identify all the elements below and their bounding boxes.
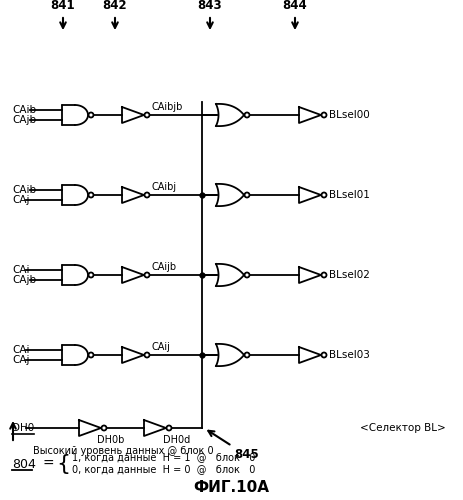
Text: 842: 842	[103, 0, 127, 12]
Text: {: {	[56, 454, 70, 474]
Text: BLsel01: BLsel01	[329, 190, 369, 200]
Text: 0, когда данные  H = 0  @   блок   0: 0, когда данные H = 0 @ блок 0	[72, 464, 256, 474]
Text: DH0b: DH0b	[98, 435, 125, 445]
Text: 843: 843	[198, 0, 222, 12]
Text: CAijb: CAijb	[151, 262, 176, 272]
Text: DH0: DH0	[12, 423, 34, 433]
Text: BLsel00: BLsel00	[329, 110, 369, 120]
Text: CAij: CAij	[151, 342, 170, 352]
Text: CAib: CAib	[12, 185, 36, 195]
Text: CAib: CAib	[12, 105, 36, 115]
Text: DH0d: DH0d	[163, 435, 190, 445]
Text: BLsel02: BLsel02	[329, 270, 369, 280]
Text: 845: 845	[234, 448, 259, 461]
Text: ФИГ.10А: ФИГ.10А	[193, 480, 269, 496]
Text: CAjb: CAjb	[12, 115, 36, 125]
Text: 1, когда данные  H = 1  @   блок   0: 1, когда данные H = 1 @ блок 0	[72, 452, 256, 462]
Text: CAibj: CAibj	[151, 182, 176, 192]
Text: 804: 804	[12, 458, 36, 470]
Text: 841: 841	[50, 0, 75, 12]
Text: CAj: CAj	[12, 195, 30, 205]
Text: CAi: CAi	[12, 345, 30, 355]
Text: CAi: CAi	[12, 265, 30, 275]
Text: Высокий уровень данных @ блок 0: Высокий уровень данных @ блок 0	[33, 446, 213, 456]
Text: CAj: CAj	[12, 355, 30, 365]
Text: CAjb: CAjb	[12, 275, 36, 285]
Text: CAibjb: CAibjb	[151, 102, 183, 112]
Text: <Селектор BL>: <Селектор BL>	[360, 423, 446, 433]
Text: =: =	[42, 457, 54, 471]
Text: BLsel03: BLsel03	[329, 350, 369, 360]
Text: 844: 844	[282, 0, 307, 12]
